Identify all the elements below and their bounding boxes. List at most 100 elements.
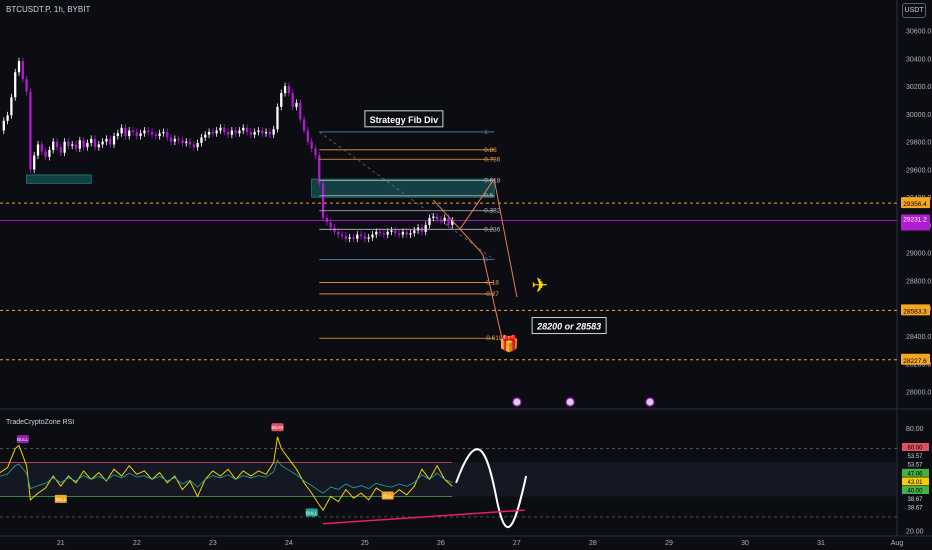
candle-body — [192, 144, 195, 148]
supply-zone — [311, 178, 495, 198]
candle-body — [287, 86, 291, 94]
rsi-value-label: 40.00 — [907, 489, 923, 495]
price-label: 29356.4 — [903, 201, 927, 208]
signal-marker-label: BEAR — [271, 425, 284, 430]
candle-body — [344, 235, 348, 239]
candle-body — [295, 102, 298, 107]
candle-body — [397, 233, 401, 235]
time-tick-label: 30 — [741, 540, 749, 547]
rsi-value-label: 53.57 — [907, 463, 923, 469]
candle-body — [90, 138, 93, 144]
candle-body — [36, 144, 40, 156]
divergence-line — [323, 509, 525, 525]
candle-body — [390, 230, 393, 232]
candle-body — [329, 222, 332, 228]
candle-body — [359, 234, 363, 236]
candle-body — [352, 237, 355, 239]
candle-body — [409, 233, 412, 235]
candle-body — [17, 61, 21, 73]
candle-body — [82, 140, 85, 148]
price-label: 28583.3 — [903, 308, 927, 315]
candle-body — [188, 141, 192, 145]
candle-body — [128, 130, 131, 137]
signal-marker — [54, 494, 67, 503]
candle-body — [10, 97, 13, 116]
signal-marker — [381, 491, 394, 500]
fib-level-label: 0.86 — [484, 147, 497, 154]
candle-body — [63, 141, 66, 153]
candle-body — [321, 183, 325, 218]
time-tick-label: 25 — [361, 540, 369, 547]
rsi-value-bg — [902, 486, 929, 494]
price-tick-label: 30400.0 — [906, 56, 931, 63]
time-tick-label: Aug — [891, 540, 904, 547]
price-tick-label: 30000.0 — [906, 112, 931, 119]
candle-body — [158, 133, 161, 137]
candle-body — [306, 130, 310, 142]
rsi-signal-line — [0, 459, 453, 494]
candle-body — [310, 141, 313, 149]
target-note: 28200 or 28583 — [536, 322, 601, 332]
candle-body — [173, 138, 176, 142]
candle-body — [337, 231, 340, 235]
projection-arrow — [482, 253, 503, 338]
rsi-value-label: 47.06 — [907, 471, 923, 477]
price-tick-label: 30200.0 — [906, 84, 931, 91]
candle-body — [405, 231, 408, 235]
candle-body — [120, 127, 123, 134]
candle-body — [59, 147, 62, 153]
candle-body — [78, 140, 81, 149]
candle-body — [204, 134, 207, 138]
candle-body — [200, 137, 203, 144]
price-label-bg — [901, 197, 930, 209]
candle-body — [219, 127, 222, 131]
candle-body — [150, 131, 154, 135]
candle-body — [340, 234, 344, 236]
gift-icon: 🎁 — [499, 334, 519, 353]
candle-body — [272, 129, 275, 135]
candle-body — [314, 148, 317, 156]
time-tick-label: 24 — [285, 540, 293, 547]
candle-body — [363, 235, 367, 239]
candle-body — [207, 131, 211, 135]
candle-body — [48, 149, 51, 157]
symbol-title[interactable]: BTCUSDT.P, 1h, BYBIT — [6, 5, 91, 14]
price-tick-label: 28000.0 — [906, 389, 931, 396]
candle-body — [268, 131, 272, 135]
price-tick-label: 29800.0 — [906, 140, 931, 147]
rsi-tick-label: 80.00 — [906, 426, 924, 433]
fib-level-label: 0.5 — [484, 193, 493, 200]
currency-button[interactable]: USDT — [902, 3, 926, 18]
candle-body — [71, 144, 74, 146]
signal-marker-label: BULL — [306, 511, 318, 516]
price-tick-label: 30600.0 — [906, 29, 931, 36]
candle-body — [40, 144, 43, 152]
fib-level-label: 0.382 — [484, 208, 501, 215]
candle-body — [439, 219, 443, 221]
candle-body — [261, 130, 264, 134]
last-price-label: 29231.2 — [903, 217, 927, 224]
candle-body — [443, 217, 446, 221]
candle-body — [428, 217, 431, 225]
candle-body — [166, 131, 169, 138]
price-tick-label: 28200.0 — [906, 362, 931, 369]
candle-body — [401, 231, 405, 235]
candle-body — [226, 131, 230, 135]
candle-body — [356, 234, 359, 239]
last-price-bg — [901, 214, 930, 231]
signal-marker-label: BULL — [17, 437, 29, 442]
price-tick-label: 28400.0 — [906, 334, 931, 341]
fib-level-label: -0.618 — [484, 335, 503, 342]
rsi-value-bg — [902, 494, 929, 503]
signal-marker — [16, 435, 29, 444]
support-zone — [26, 174, 92, 184]
time-tick-label: 28 — [589, 540, 597, 547]
candle-body — [162, 131, 165, 134]
target-box — [531, 317, 607, 335]
candle-body — [143, 130, 146, 134]
rsi-projection-wave — [455, 448, 528, 529]
candle-body — [25, 79, 28, 92]
candle-body — [131, 130, 135, 132]
candle-body — [215, 130, 218, 134]
